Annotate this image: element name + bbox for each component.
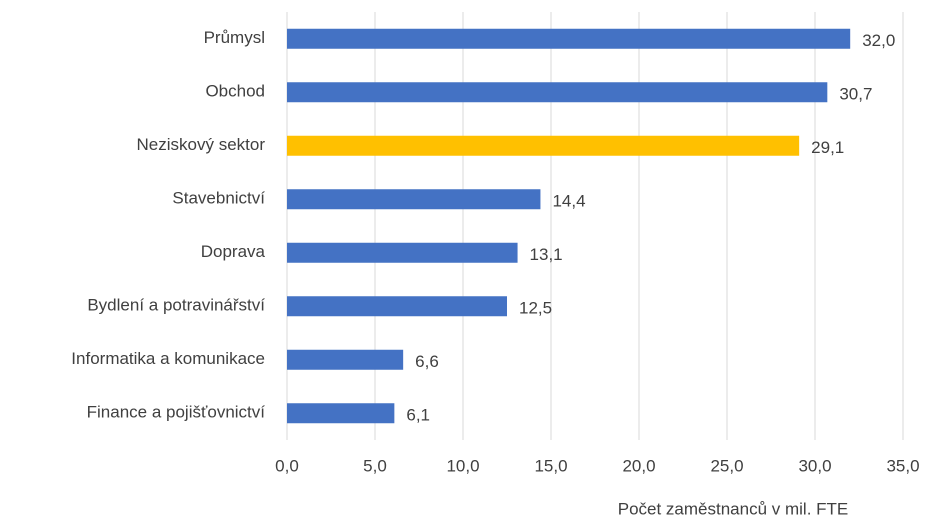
- bar: [287, 189, 541, 210]
- data-label: 6,6: [415, 352, 439, 371]
- x-tick-label: 15,0: [534, 456, 567, 475]
- data-label: 13,1: [530, 245, 563, 264]
- x-tick-label: 0,0: [275, 456, 299, 475]
- y-tick-label: Finance a pojišťovnictví: [87, 403, 266, 422]
- data-label: 12,5: [519, 299, 552, 318]
- y-tick-label: Informatika a komunikace: [71, 349, 265, 368]
- data-label: 32,0: [862, 31, 895, 50]
- x-tick-label: 35,0: [886, 456, 919, 475]
- y-tick-label: Obchod: [205, 82, 265, 101]
- y-tick-label: Doprava: [201, 242, 266, 261]
- bar: [287, 296, 507, 317]
- bar: [287, 349, 404, 370]
- y-tick-label: Bydlení a potravinářství: [87, 296, 265, 315]
- bar: [287, 242, 518, 263]
- bar: [287, 403, 395, 424]
- x-tick-label: 20,0: [622, 456, 655, 475]
- x-tick-label: 10,0: [446, 456, 479, 475]
- x-tick-label: 5,0: [363, 456, 387, 475]
- bar: [287, 28, 851, 49]
- x-axis-title: Počet zaměstnanců v mil. FTE: [618, 499, 849, 518]
- y-tick-label: Průmysl: [204, 28, 265, 47]
- bar: [287, 135, 800, 156]
- data-label: 14,4: [552, 192, 585, 211]
- y-tick-label: Neziskový sektor: [137, 135, 266, 154]
- y-tick-label: Stavebnictví: [172, 189, 265, 208]
- x-tick-label: 25,0: [710, 456, 743, 475]
- data-label: 29,1: [811, 138, 844, 157]
- bar: [287, 82, 828, 103]
- data-label: 30,7: [839, 85, 872, 104]
- x-tick-label: 30,0: [798, 456, 831, 475]
- data-label: 6,1: [406, 406, 430, 425]
